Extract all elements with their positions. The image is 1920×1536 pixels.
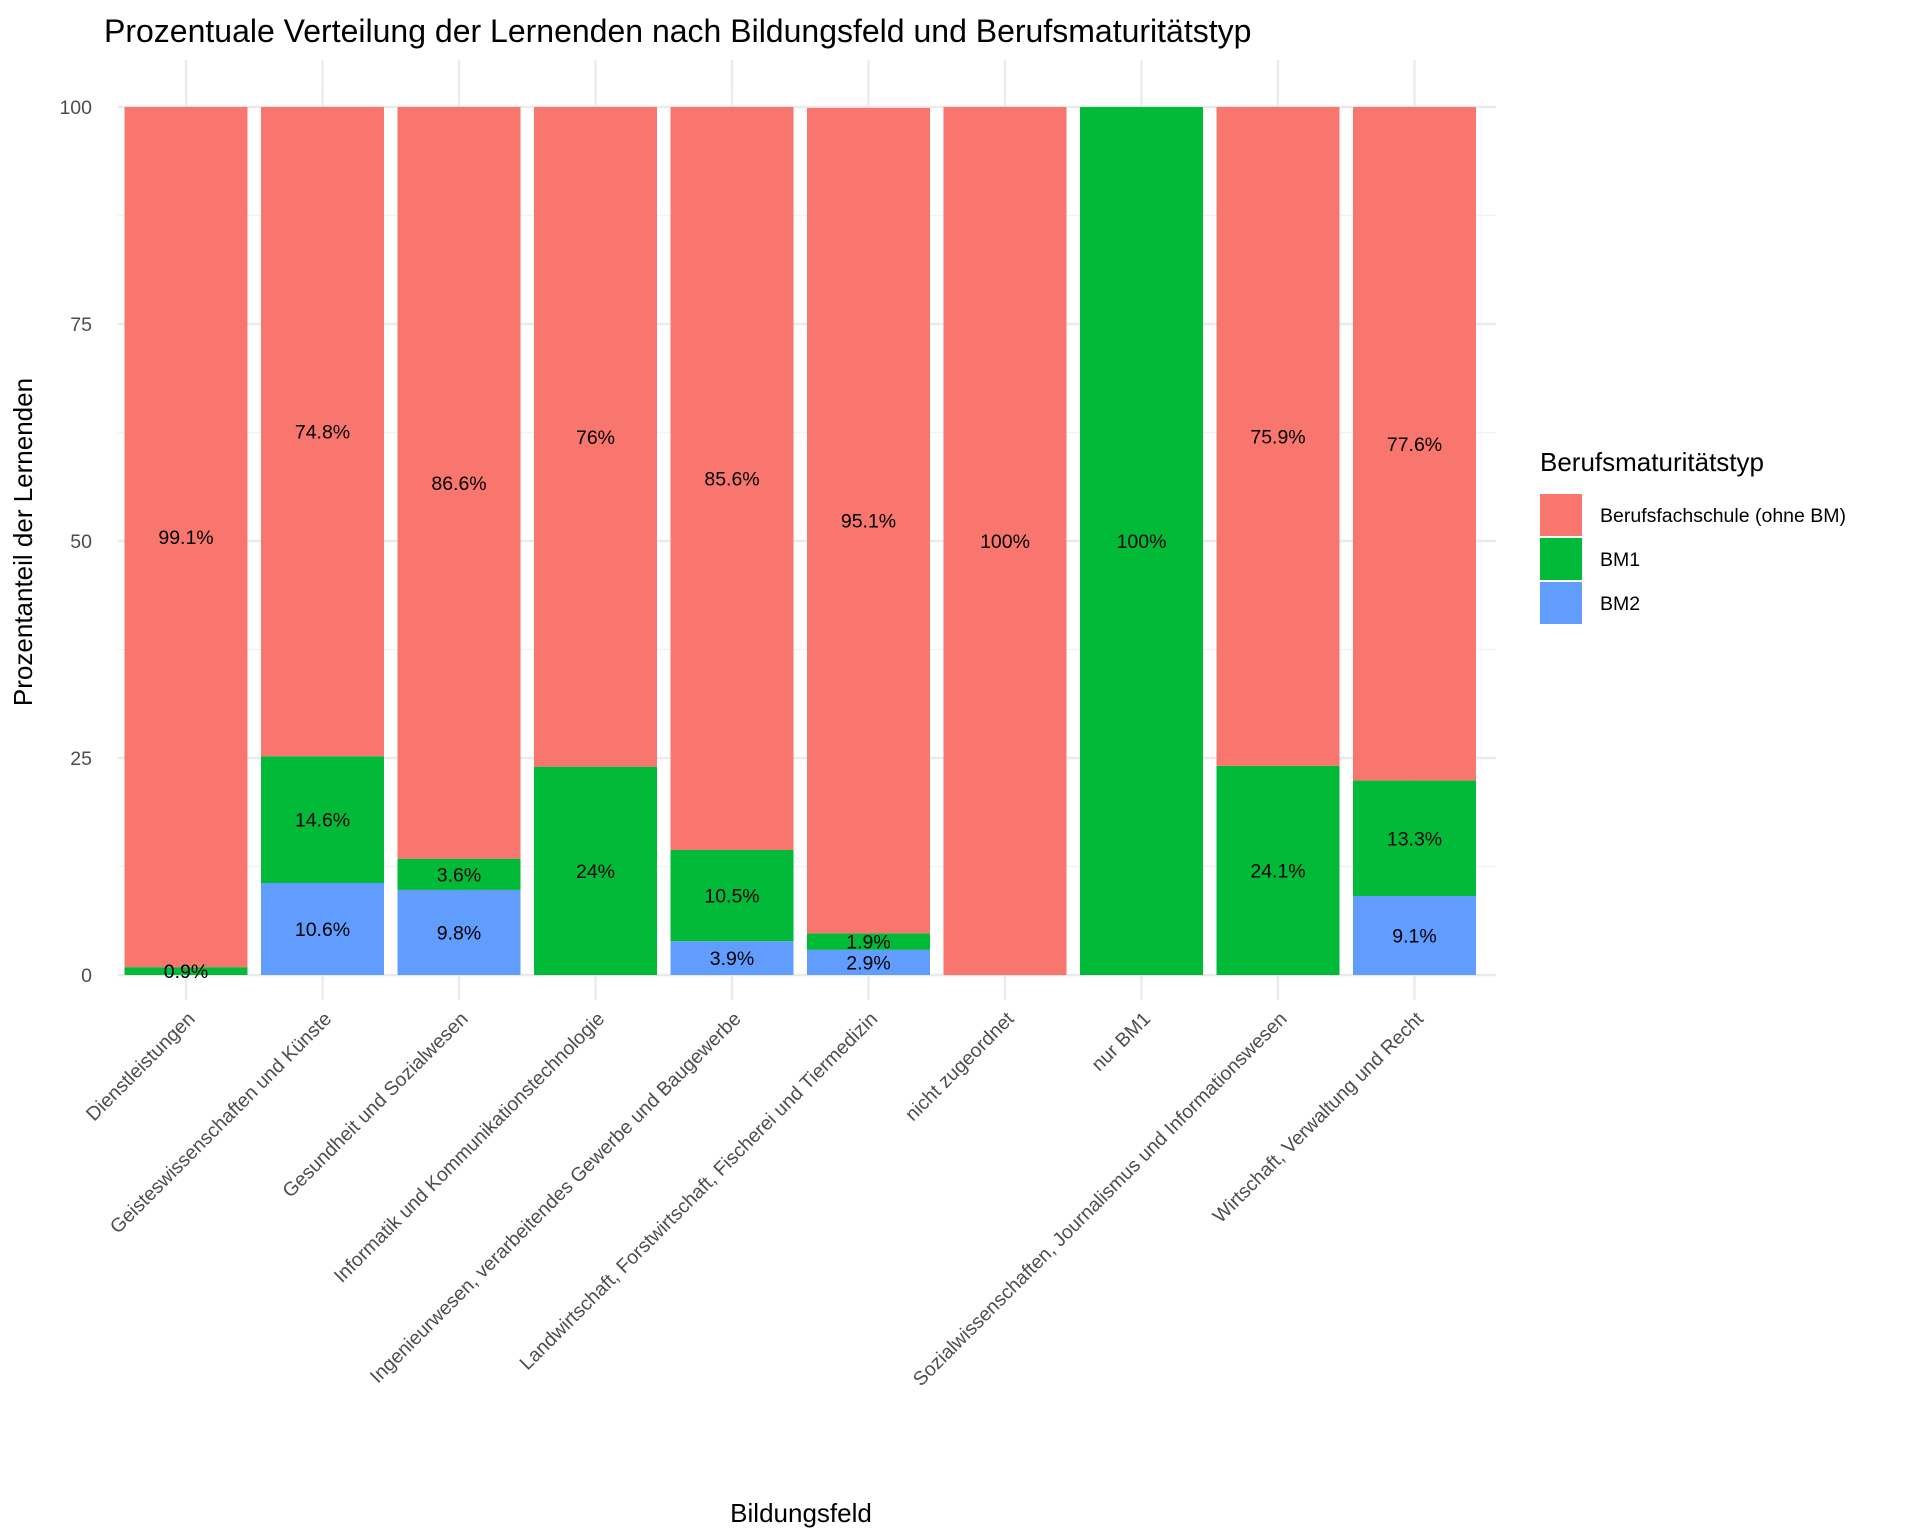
bar-segment <box>397 107 521 859</box>
data-labels: 0.9% 99.1% 10.6% 14.6% 74.8% 9.8% 3.6% 86.6% 24%… <box>158 422 1442 983</box>
legend-key <box>1540 582 1582 624</box>
x-tick-label: nicht zugeordnet <box>901 1008 1019 1126</box>
y-tick-label: 0 <box>81 965 92 987</box>
bar-segment <box>943 107 1067 975</box>
bar-segment <box>1216 107 1340 766</box>
data-label: 9.8% <box>437 922 481 944</box>
data-label: 99.1% <box>158 527 213 549</box>
data-label: 14.6% <box>295 810 350 832</box>
chart-title: Prozentuale Verteilung der Lernenden nac… <box>104 13 1251 49</box>
data-label: 3.9% <box>710 948 754 970</box>
bar-segment <box>1216 765 1340 975</box>
data-label: 100% <box>980 531 1030 553</box>
data-label: 76% <box>576 427 615 449</box>
x-tick-label: Geisteswissenschaften und Künste <box>106 1008 336 1238</box>
bar-segment <box>807 949 930 975</box>
data-label: 9.1% <box>1392 926 1436 948</box>
bar-segment <box>397 889 521 975</box>
data-label: 24% <box>576 861 615 883</box>
data-label: 13.3% <box>1387 828 1442 850</box>
bar-segment <box>534 107 657 767</box>
legend-label: Berufsfachschule (ohne BM) <box>1600 505 1846 527</box>
data-label: 95.1% <box>841 511 896 533</box>
data-label: 24.1% <box>1250 860 1305 882</box>
x-tick-label: nur BM1 <box>1087 1008 1155 1076</box>
x-axis-title: Bildungsfeld <box>730 1498 872 1528</box>
data-label: 2.9% <box>846 952 890 974</box>
data-label: 10.5% <box>704 886 759 908</box>
x-tick-label: Informatik und Kommunikationstechnologie <box>330 1008 609 1287</box>
data-label: 100% <box>1117 531 1167 553</box>
legend: Berufsmaturitätstyp Berufsfachschule (oh… <box>1540 447 1846 624</box>
bar-segment <box>261 107 384 757</box>
data-label: 75.9% <box>1250 426 1305 448</box>
bar-segment <box>807 107 930 934</box>
bar-segment <box>1080 107 1203 975</box>
data-label: 77.6% <box>1387 434 1442 456</box>
bar-segment <box>261 882 384 975</box>
legend-title: Berufsmaturitätstyp <box>1540 447 1764 477</box>
bar-segment <box>124 107 248 968</box>
bars <box>124 107 1476 975</box>
y-tick-label: 75 <box>70 314 92 336</box>
legend-label: BM2 <box>1600 593 1640 615</box>
bar-segment <box>397 858 521 890</box>
x-tick-label: Dienstleistungen <box>82 1008 200 1126</box>
bar-segment <box>1353 896 1476 975</box>
bar-segment <box>534 766 657 975</box>
data-label: 86.6% <box>431 473 486 495</box>
bar-segment <box>807 933 930 950</box>
data-label: 3.6% <box>437 864 481 886</box>
bar-segment <box>124 967 248 975</box>
bar-segment <box>1353 107 1476 781</box>
y-tick-label: 50 <box>70 531 92 553</box>
data-label: 10.6% <box>295 919 350 941</box>
data-label: 0.9% <box>164 961 208 983</box>
y-axis-title: Prozentanteil der Lernenden <box>8 378 38 706</box>
bar-segment <box>670 850 794 942</box>
bar-segment <box>670 941 794 975</box>
legend-label: BM1 <box>1600 549 1640 571</box>
bar-segment <box>670 107 794 851</box>
data-label: 85.6% <box>704 469 759 491</box>
legend-key <box>1540 538 1582 580</box>
bar-segment <box>1353 780 1476 897</box>
data-label: 74.8% <box>295 422 350 444</box>
y-tick-label: 25 <box>70 748 92 770</box>
y-tick-label: 100 <box>59 97 92 119</box>
y-axis: 0 25 50 75 100 <box>59 97 92 987</box>
bar-segment <box>261 756 384 883</box>
x-tick-label: Wirtschaft, Verwaltung und Recht <box>1209 1008 1429 1228</box>
legend-key <box>1540 494 1582 536</box>
data-label: 1.9% <box>846 932 890 954</box>
